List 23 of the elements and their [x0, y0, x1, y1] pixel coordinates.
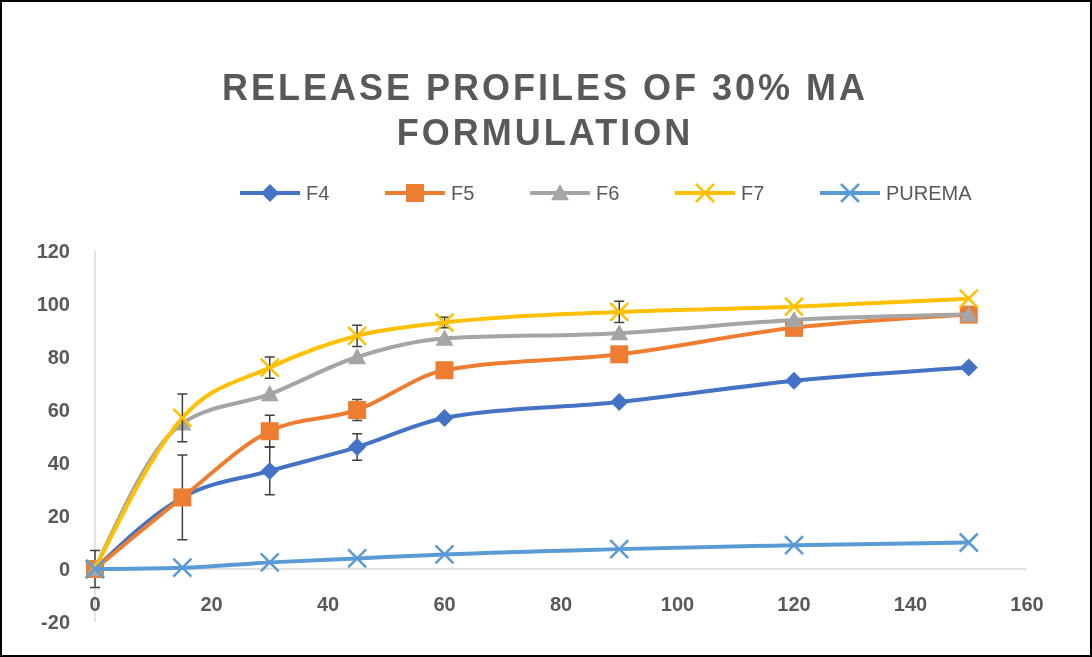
legend-label: F4 — [306, 182, 330, 204]
x-tick-label: 60 — [433, 593, 456, 615]
y-tick-label: 20 — [47, 505, 70, 527]
chart-title: RELEASE PROFILES OF 30% MA FORMULATION — [221, 67, 869, 153]
y-tick-label: 100 — [36, 293, 70, 315]
legend-label: F6 — [596, 182, 620, 204]
x-tick-label: 80 — [549, 593, 573, 615]
x-tick-label: 40 — [316, 593, 340, 615]
legend-label: F5 — [451, 182, 475, 204]
x-tick-label: 160 — [1010, 593, 1044, 615]
x-tick-label: 120 — [777, 593, 811, 615]
y-tick-label: 0 — [58, 558, 70, 580]
y-tick-label: 120 — [36, 240, 70, 262]
y-tick-label: 60 — [47, 399, 70, 421]
y-tick-label: 40 — [47, 452, 70, 474]
y-tick-label: 80 — [47, 346, 70, 368]
x-tick-label: 20 — [200, 593, 223, 615]
legend-label: F7 — [741, 182, 765, 204]
x-tick-label: 140 — [893, 593, 928, 615]
y-tick-label: -20 — [41, 611, 70, 633]
x-tick-label: 100 — [660, 593, 695, 615]
legend-label: PUREMA — [886, 182, 973, 204]
x-tick-label: 0 — [89, 593, 101, 615]
